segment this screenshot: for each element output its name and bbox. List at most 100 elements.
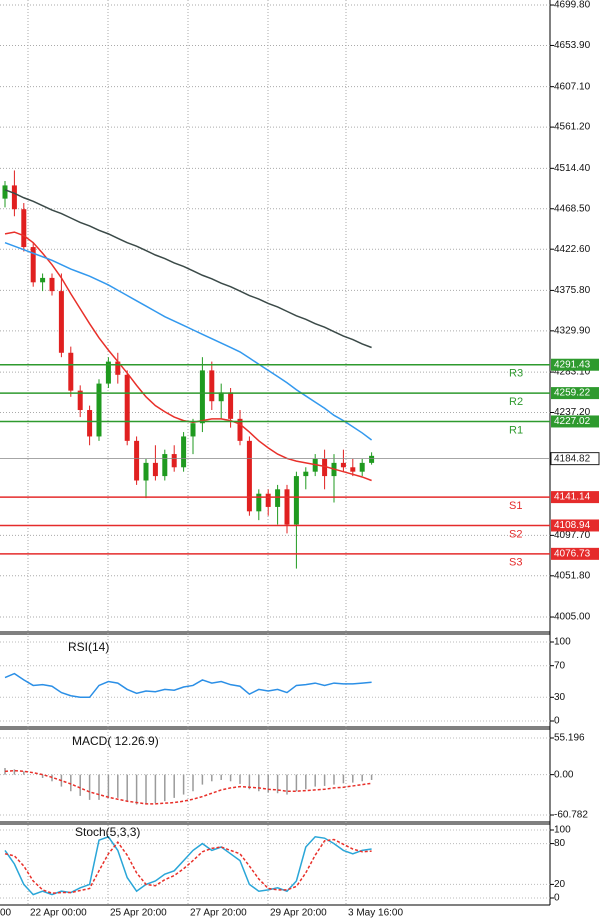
level-name: S2 xyxy=(509,528,522,540)
x-tick-label: 27 Apr 20:00 xyxy=(190,908,247,919)
candle-body xyxy=(21,209,27,248)
y-tick-label: 4653.90 xyxy=(554,40,591,51)
y-tick-label: -60.782 xyxy=(554,810,588,821)
candle-body xyxy=(199,370,205,424)
candle-body xyxy=(303,471,309,477)
y-tick-label: 0.00 xyxy=(554,769,574,780)
current-price: 4184.82 xyxy=(554,453,591,464)
candle-body xyxy=(115,361,121,375)
candle-body xyxy=(11,185,17,210)
y-tick-label: 55.196 xyxy=(554,733,585,744)
y-tick-label: 0 xyxy=(554,893,560,904)
y-tick-label: 80 xyxy=(554,838,566,849)
x-tick-label: 25 Apr 20:00 xyxy=(110,908,167,919)
candle-body xyxy=(190,423,196,437)
y-tick-label: 4375.80 xyxy=(554,285,591,296)
candle-body xyxy=(181,436,187,468)
candle-body xyxy=(209,370,215,402)
indicator-title: MACD( 12.26.9) xyxy=(72,734,159,748)
moving-average xyxy=(4,241,373,441)
y-tick-label: 4283.10 xyxy=(554,367,591,378)
level-label-box xyxy=(551,547,599,560)
candle-body xyxy=(350,467,356,472)
candle-body xyxy=(171,454,177,468)
indicator-title: RSI(14) xyxy=(68,640,109,654)
y-tick-label: 4422.60 xyxy=(554,244,591,255)
candle-body xyxy=(96,383,102,437)
candle-body xyxy=(237,418,243,441)
candle-body xyxy=(228,392,234,419)
level-label-box xyxy=(551,387,599,400)
y-tick-label: 100 xyxy=(554,637,571,648)
candle-body xyxy=(256,493,262,512)
candle-body xyxy=(162,454,168,477)
candle-body xyxy=(265,493,271,507)
y-tick-label: 4514.40 xyxy=(554,163,591,174)
y-tick-label: 4699.80 xyxy=(554,0,591,11)
candle-body xyxy=(40,277,46,283)
candle-body xyxy=(284,489,290,525)
y-tick-label: 4097.70 xyxy=(554,530,591,541)
level-value: 4259.22 xyxy=(554,388,591,399)
candle-body xyxy=(359,462,365,472)
x-tick-label: 3 May 16:00 xyxy=(348,908,403,919)
level-name: R1 xyxy=(509,424,523,436)
indicator-title: Stoch(5,3,3) xyxy=(75,825,140,839)
y-tick-label: 4607.10 xyxy=(554,81,591,92)
moving-average xyxy=(4,189,372,349)
y-tick-label: 4561.20 xyxy=(554,122,591,133)
level-label-box xyxy=(551,491,599,504)
level-name: S3 xyxy=(509,557,522,569)
candle-body xyxy=(58,291,64,353)
candle-body xyxy=(246,440,252,512)
candle-body xyxy=(87,410,93,437)
stoch-signal xyxy=(4,838,372,894)
y-tick-label: 70 xyxy=(554,660,566,671)
candle-body xyxy=(322,458,328,477)
candle-body xyxy=(293,476,299,525)
y-tick-label: 4237.20 xyxy=(554,407,591,418)
candle-body xyxy=(49,277,55,292)
y-tick-label: 100 xyxy=(554,825,571,836)
candle-body xyxy=(105,361,111,384)
macd-signal xyxy=(4,769,372,805)
y-tick-label: 0 xyxy=(554,716,560,727)
level-value: 4108.94 xyxy=(554,520,591,531)
candle-body xyxy=(68,352,74,391)
y-tick-label: 20 xyxy=(554,879,566,890)
current-price-box xyxy=(550,452,600,466)
level-value: 4291.43 xyxy=(554,359,591,370)
y-tick-label: 4468.50 xyxy=(554,203,591,214)
candle-body xyxy=(134,440,140,481)
level-label-box xyxy=(551,415,599,428)
level-name: S1 xyxy=(509,500,522,512)
x-tick-label: 29 Apr 20:00 xyxy=(270,908,327,919)
stoch-main xyxy=(4,835,372,896)
y-tick-label: 4329.90 xyxy=(554,325,591,336)
candle-body xyxy=(77,390,83,411)
level-value: 4076.73 xyxy=(554,548,591,559)
candle-body xyxy=(30,247,36,283)
candle-body xyxy=(152,462,158,477)
indicator-line xyxy=(4,672,372,699)
level-value: 4227.02 xyxy=(554,416,591,427)
level-value: 4141.14 xyxy=(554,492,591,503)
y-tick-label: 4005.00 xyxy=(554,612,591,623)
level-name: R3 xyxy=(509,368,523,380)
level-name: R2 xyxy=(509,396,523,408)
level-label-box xyxy=(551,519,599,532)
candle-body xyxy=(2,185,8,199)
candle-body xyxy=(275,489,281,507)
candle-body xyxy=(143,462,149,481)
candle-body xyxy=(124,374,130,441)
level-label-box xyxy=(551,358,599,371)
candle-body xyxy=(218,392,224,402)
candle-body xyxy=(340,462,346,468)
y-tick-label: 4051.80 xyxy=(554,570,591,581)
candle-body xyxy=(369,455,375,463)
x-tick-label: 22 Apr 00:00 xyxy=(30,908,87,919)
x-tick-label: 00 xyxy=(0,908,12,919)
y-tick-label: 30 xyxy=(554,692,566,703)
